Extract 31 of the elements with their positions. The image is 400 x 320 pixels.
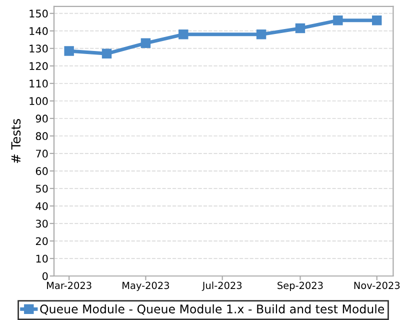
y-tick-label: 130 <box>30 44 48 53</box>
y-tick-label: 0 <box>42 272 48 280</box>
y-tick-label: 50 <box>36 184 48 193</box>
y-tick-label: 40 <box>36 202 48 210</box>
y-tick-label: 90 <box>36 114 48 123</box>
y-tick-label: 20 <box>36 237 48 246</box>
point <box>178 30 188 40</box>
x-tick-label: May-2023 <box>122 282 170 291</box>
y-tick-label: 60 <box>36 167 48 176</box>
point <box>295 23 306 34</box>
x-tick-label: Mar-2023 <box>47 282 92 290</box>
x-tick-label: Jul-2023 <box>202 282 242 291</box>
y-tick-label: 100 <box>30 97 48 106</box>
y-tick-label: 120 <box>30 62 48 70</box>
y-tick-label: 110 <box>30 80 48 88</box>
point <box>256 30 266 40</box>
point <box>372 16 382 26</box>
legend-label: Queue Module - Queue Module 1.x - Build and test Module <box>40 304 384 315</box>
y-tick-label: 10 <box>36 254 48 263</box>
point <box>333 16 343 26</box>
y-tick-label: 70 <box>36 150 48 158</box>
y-tick-label: 150 <box>30 10 48 18</box>
y-tick-label: 30 <box>36 220 48 228</box>
y-axis-title: # Tests <box>11 119 21 164</box>
point <box>140 38 151 48</box>
y-tick-label: 140 <box>30 27 48 36</box>
y-tick-label: 80 <box>36 132 48 140</box>
point <box>102 48 112 59</box>
x-tick-label: Nov-2023 <box>354 282 400 290</box>
x-tick-label: Sep-2023 <box>278 282 323 291</box>
point <box>64 46 74 56</box>
